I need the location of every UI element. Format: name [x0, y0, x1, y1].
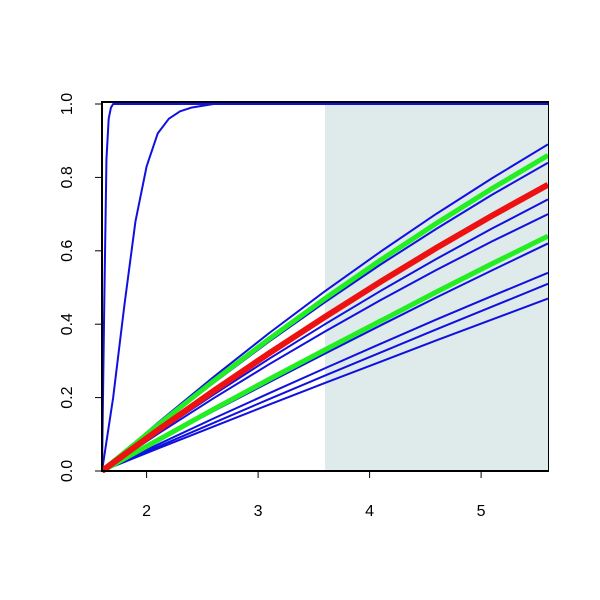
series-line	[102, 282, 548, 472]
x-tick-label: 5	[477, 503, 486, 520]
y-tick-label: 1.0	[59, 93, 76, 115]
series-line	[102, 233, 548, 473]
series-line	[102, 297, 548, 472]
x-tick-label: 3	[254, 503, 263, 520]
series-line	[102, 153, 548, 473]
x-tick-label: 2	[142, 503, 151, 520]
y-tick-label: 0.0	[59, 460, 76, 482]
series-line	[102, 182, 548, 473]
y-tick-label: 0.6	[59, 240, 76, 262]
y-tick-label: 0.4	[59, 313, 76, 335]
series-line	[102, 103, 548, 472]
series-line	[102, 213, 548, 472]
x-tick-label: 4	[365, 503, 374, 520]
y-tick-label: 0.8	[59, 166, 76, 188]
series-line	[102, 103, 548, 472]
series-line	[102, 271, 548, 472]
y-tick-label: 0.2	[59, 386, 76, 408]
